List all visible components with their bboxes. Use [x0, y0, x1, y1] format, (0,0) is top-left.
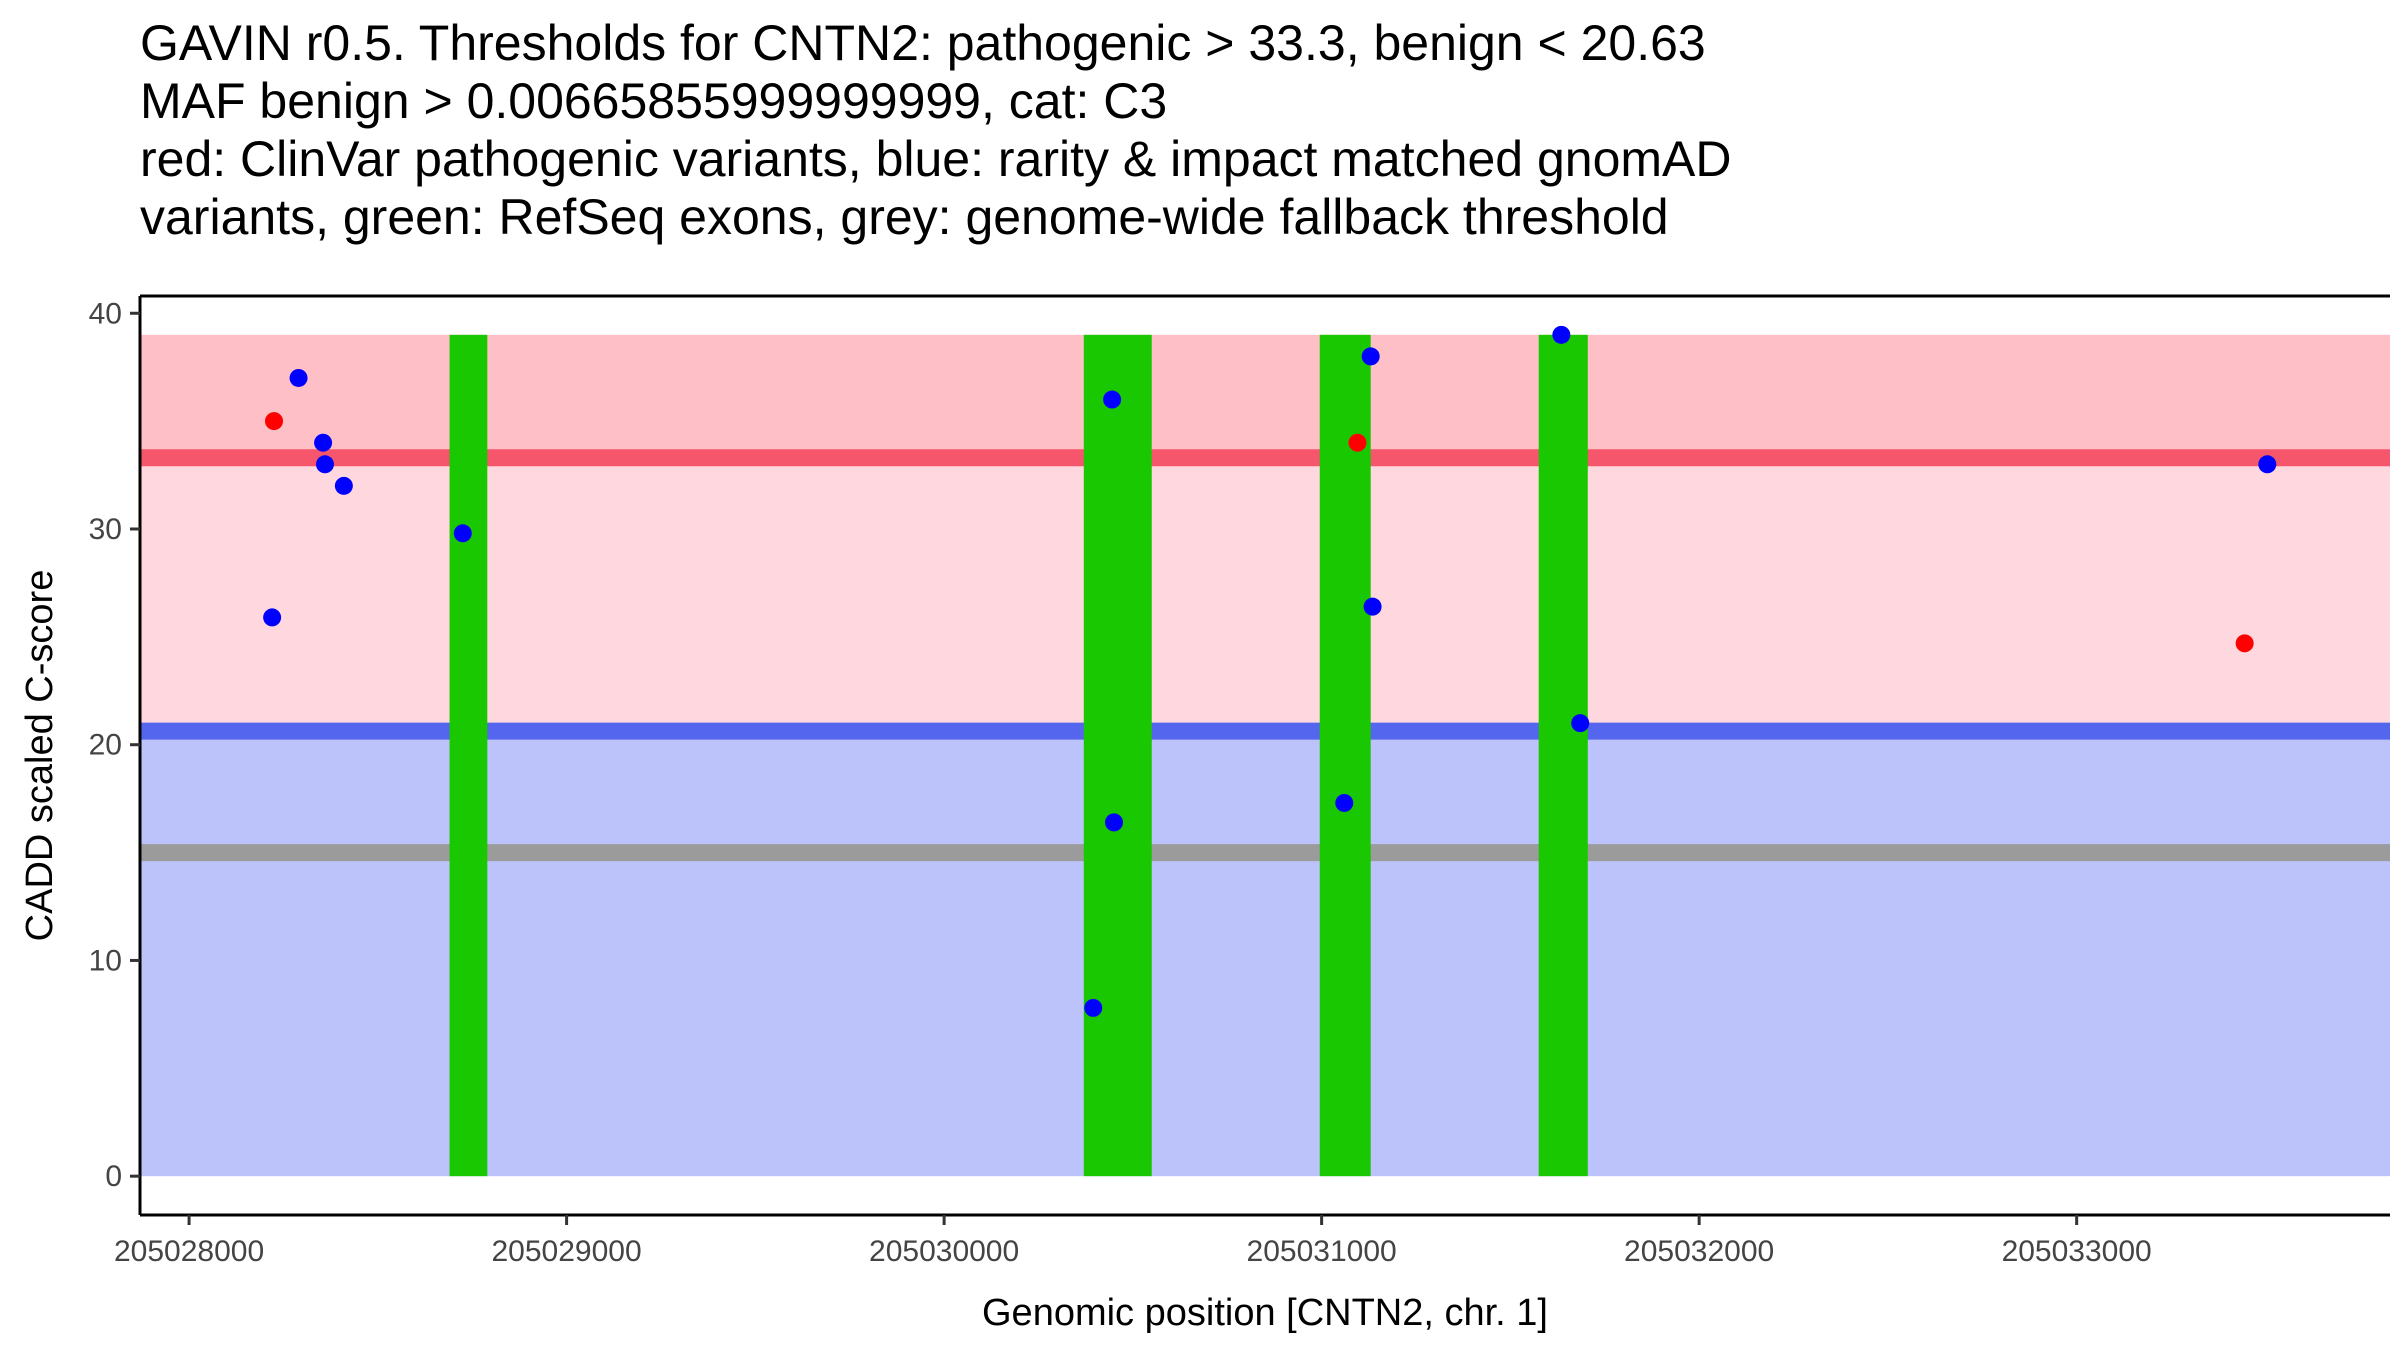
gnomad-point-13 [1552, 325, 1571, 344]
exon-bar-2 [1083, 334, 1152, 1177]
x-tick-label: 205029000 [492, 1235, 642, 1268]
exon-bar-1 [449, 334, 488, 1177]
gnomad-point-6 [453, 524, 472, 543]
title-line-4: variants, green: RefSeq exons, grey: gen… [140, 189, 1669, 245]
variant-points [263, 325, 2277, 1017]
benign-region [140, 731, 2390, 1177]
title-line-1: GAVIN r0.5. Thresholds for CNTN2: pathog… [140, 15, 1706, 71]
y-tick-label: 40 [89, 297, 122, 330]
title-line-3: red: ClinVar pathogenic variants, blue: … [140, 131, 1732, 187]
gnomad-point-10 [1335, 793, 1354, 812]
clinvar-point-3 [2235, 634, 2254, 653]
exon-bar-4 [1538, 334, 1588, 1177]
gnomad-point-8 [1103, 390, 1122, 409]
gnomad-point-7 [1084, 998, 1103, 1017]
gnomad-point-11 [1361, 347, 1380, 366]
gnomad-point-3 [314, 433, 333, 452]
x-axis-title: Genomic position [CNTN2, chr. 1] [982, 1292, 1548, 1334]
exon-bar-3 [1319, 334, 1371, 1177]
y-tick-label: 20 [89, 729, 122, 762]
gnomad-point-4 [315, 455, 334, 474]
gnomad-point-12 [1363, 597, 1382, 616]
title-line-2: MAF benign > 0.00665855999999999, cat: C… [140, 73, 1168, 129]
x-tick-label: 205031000 [1247, 1235, 1397, 1268]
chart-title: GAVIN r0.5. Thresholds for CNTN2: pathog… [140, 14, 2380, 246]
exon-bars [449, 334, 1588, 1177]
x-tick-label: 205033000 [2002, 1235, 2152, 1268]
gnomad-point-14 [1571, 714, 1590, 733]
gnomad-point-1 [263, 608, 282, 627]
threshold-regions [140, 334, 2390, 1177]
clinvar-point-2 [1348, 433, 1367, 452]
x-tick-label: 205028000 [114, 1235, 264, 1268]
x-tick-label: 205032000 [1624, 1235, 1774, 1268]
pathogenic-region [140, 457, 2390, 732]
y-tick-label: 30 [89, 513, 122, 546]
y-axis-title: CADD scaled C-score [19, 570, 61, 942]
threshold-lines [140, 449, 2390, 862]
axes: 0 10 20 30 40 205028000 205029000 205030000 2050… [89, 294, 2390, 1268]
pathogenic-top-region [140, 334, 2390, 458]
y-tick-label: 0 [105, 1160, 122, 1193]
gnomad-point-2 [289, 368, 308, 387]
gnomad-point-9 [1104, 813, 1123, 832]
gnomad-point-5 [334, 476, 353, 495]
clinvar-point-1 [265, 412, 284, 431]
gnomad-point-15 [2258, 455, 2277, 474]
x-tick-label: 205030000 [869, 1235, 1019, 1268]
y-tick-label: 10 [89, 944, 122, 977]
